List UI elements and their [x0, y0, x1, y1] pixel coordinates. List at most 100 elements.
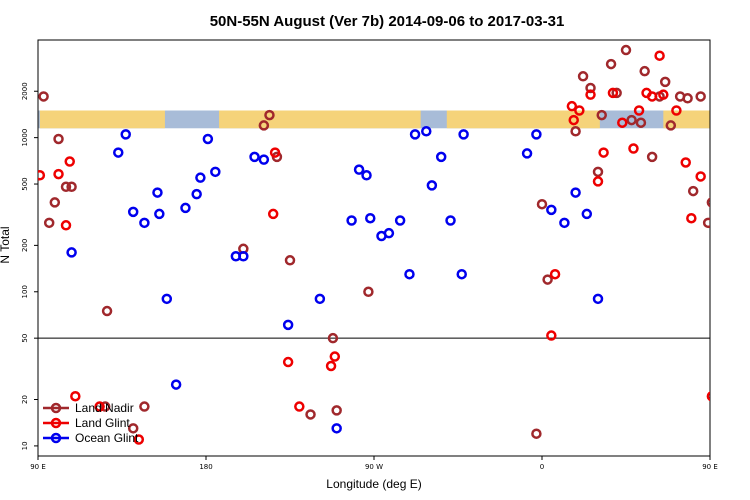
- land-nadir-point: [577, 71, 589, 82]
- land-nadir-point: [665, 120, 677, 131]
- x-axis: 90 E 180 90 W 0 90 E: [30, 456, 718, 471]
- land-band-segment: [219, 110, 421, 129]
- ocean-glint-point: [581, 208, 593, 220]
- ocean-glint-point: [249, 151, 260, 163]
- land-nadir-point: [592, 166, 604, 178]
- land-nadir-point: [99, 401, 111, 412]
- y-tick-label: 20: [21, 395, 29, 404]
- land-glint-point: [267, 208, 279, 220]
- y-tick-label: 100: [21, 285, 29, 298]
- land-glint-point: [706, 391, 710, 402]
- land-glint-point: [269, 147, 281, 158]
- y-tick-label: 500: [21, 177, 29, 190]
- ocean-glint-point: [152, 187, 163, 198]
- land-glint-point: [549, 268, 561, 280]
- land-nadir-point: [570, 126, 581, 137]
- land-glint-point: [686, 212, 697, 224]
- ocean-glint-point: [353, 164, 365, 175]
- land-nadir-point: [331, 405, 342, 416]
- ocean-glint-point: [210, 166, 221, 178]
- land-nadir-point: [725, 183, 733, 191]
- land-glint-legend-label: Land Glint: [75, 416, 130, 430]
- land-nadir-point: [264, 109, 275, 121]
- ocean-glint-point: [202, 133, 214, 145]
- land-nadir-point: [738, 396, 746, 404]
- land-glint-point: [566, 100, 578, 112]
- land-nadir-legend-marker: [50, 402, 62, 414]
- land-glint-point: [546, 330, 557, 341]
- y-axis-label: N Total: [0, 226, 12, 263]
- land-glint-point: [70, 390, 81, 402]
- land-glint-point: [654, 50, 665, 61]
- ocean-glint-point: [120, 129, 131, 140]
- land-glint-point: [38, 170, 46, 181]
- land-nadir-point: [363, 286, 374, 298]
- ocean-glint-point: [191, 188, 202, 200]
- ocean-glint-point: [282, 319, 294, 331]
- ocean-glint-point: [127, 206, 139, 218]
- ocean-glint-point: [521, 148, 533, 159]
- land-glint-point: [329, 351, 341, 362]
- land-nadir-point: [49, 197, 61, 208]
- ocean-glint-point: [426, 180, 438, 191]
- land-nadir-point: [66, 181, 77, 193]
- land-glint-point: [671, 105, 682, 116]
- land-nadir-point: [706, 197, 710, 208]
- plot-frame: [37, 39, 711, 457]
- land-nadir-point: [284, 255, 296, 266]
- land-glint-point: [568, 114, 579, 126]
- ocean-glint-legend-marker: [50, 432, 62, 444]
- x-tick-label: 90 W: [365, 463, 383, 471]
- land-band-segment: [663, 110, 710, 129]
- land-glint-point: [680, 157, 691, 168]
- ocean-glint-point: [154, 208, 165, 220]
- land-glint-point: [658, 89, 669, 100]
- land-glint-point: [725, 221, 733, 229]
- ocean-glint-point: [421, 126, 432, 137]
- land-band-segment: [446, 110, 600, 129]
- ocean-glint-point: [559, 217, 570, 229]
- ocean-glint-point: [531, 129, 542, 140]
- land-nadir-point: [43, 217, 55, 229]
- land-glint-point: [695, 171, 706, 182]
- land-nadir-point: [327, 332, 339, 344]
- land-band-segment: [39, 110, 165, 129]
- ocean-glint-point: [383, 227, 395, 239]
- land-glint-point: [646, 91, 658, 102]
- land-nadir-point: [101, 305, 113, 317]
- land-glint-point: [64, 156, 75, 167]
- land-nadir-point: [60, 181, 72, 193]
- chart-title: 50N-55N August (Ver 7b) 2014-09-06 to 20…: [210, 13, 565, 30]
- land-mask-band: [38, 110, 710, 129]
- land-glint-point: [617, 117, 628, 128]
- land-glint-point: [133, 434, 145, 445]
- land-nadir-point: [626, 114, 637, 126]
- ocean-glint-point: [139, 217, 150, 229]
- land-nadir-legend-label: Land Nadir: [75, 401, 134, 415]
- land-nadir-point: [53, 133, 64, 145]
- land-nadir-point: [682, 93, 693, 104]
- land-glint-point: [53, 168, 64, 180]
- ocean-glint-point: [314, 293, 326, 305]
- land-glint-point: [294, 401, 305, 412]
- land-nadir-point: [531, 428, 542, 439]
- y-tick-label: 200: [21, 239, 29, 252]
- x-tick-label: 90 E: [702, 463, 718, 471]
- ocean-glint-point: [180, 202, 191, 214]
- land-nadir-point: [730, 183, 738, 191]
- land-nadir-point: [695, 91, 706, 102]
- land-glint-point: [598, 147, 609, 158]
- y-tick-label: 2000: [21, 82, 29, 100]
- land-nadir-point: [611, 87, 622, 99]
- land-glint-point: [628, 143, 639, 154]
- land-glint-point: [607, 87, 619, 99]
- ocean-glint-point: [238, 251, 249, 262]
- y-tick-label: 1000: [21, 129, 29, 147]
- land-nadir-point: [536, 198, 548, 210]
- ocean-glint-point: [113, 147, 124, 158]
- land-glint-point: [282, 356, 294, 368]
- land-glint-point: [592, 176, 604, 187]
- land-nadir-point: [585, 82, 596, 94]
- x-tick-label: 90 E: [30, 463, 46, 471]
- land-glint-point: [574, 105, 585, 116]
